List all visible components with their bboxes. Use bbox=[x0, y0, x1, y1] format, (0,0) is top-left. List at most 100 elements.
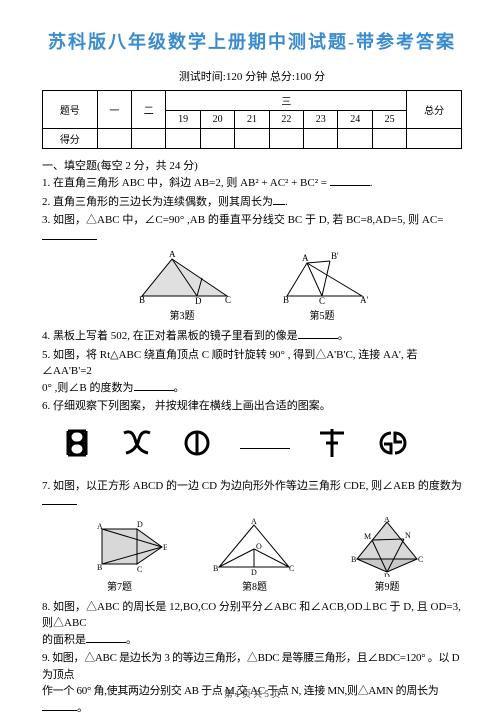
exam-meta: 测试时间:120 分钟 总分:100 分 bbox=[42, 68, 462, 84]
cell bbox=[407, 129, 462, 149]
fig7-icon: A D B C E bbox=[72, 517, 167, 577]
question-8: 8. 如图，△ABC 的周长是 12,BO,CO 分别平分∠ABC 和∠ACB,… bbox=[42, 599, 462, 649]
q4-blank[interactable] bbox=[298, 328, 338, 339]
q4-text: 4. 黑板上写着 502, 在正对着黑板的镜子里看到的像是 bbox=[42, 330, 298, 342]
q8-text-a: 8. 如图，△ABC 的周长是 12,BO,CO 分别平分∠ABC 和∠ACB,… bbox=[42, 601, 461, 630]
svg-text:D: D bbox=[195, 296, 202, 306]
figure-5: B C A' A B' 第5题 bbox=[267, 251, 377, 322]
svg-text:B: B bbox=[351, 555, 356, 564]
triangle-fig3-icon: B C A D bbox=[127, 251, 237, 306]
fig7-caption: 第7题 bbox=[72, 578, 167, 593]
q9-blank[interactable] bbox=[42, 700, 77, 711]
page-title: 苏科版八年级数学上册期中测试题-带参考答案 bbox=[42, 28, 462, 54]
fig8-icon: A B C O D bbox=[207, 517, 302, 577]
fig5-caption: 第5题 bbox=[267, 307, 377, 322]
cell bbox=[235, 129, 269, 149]
triangle-fig5-icon: B C A' A B' bbox=[267, 251, 377, 306]
q7-blank[interactable] bbox=[42, 494, 77, 505]
svg-text:B: B bbox=[139, 295, 145, 305]
cell bbox=[200, 129, 234, 149]
q1-blank[interactable] bbox=[330, 175, 370, 186]
svg-text:A: A bbox=[302, 253, 309, 263]
fig8-caption: 第8题 bbox=[207, 578, 302, 593]
q2-blank[interactable] bbox=[273, 194, 285, 205]
sub-24: 24 bbox=[338, 111, 372, 129]
svg-text:C: C bbox=[418, 555, 423, 564]
svg-text:A: A bbox=[384, 517, 390, 524]
q5b-tail: 。 bbox=[174, 382, 185, 394]
question-7: 7. 如图，以正方形 ABCD 的一边 CD 为边向形外作等边三角形 CDE, … bbox=[42, 478, 462, 511]
cell bbox=[269, 129, 303, 149]
cell bbox=[97, 129, 131, 149]
row-defen: 得分 bbox=[43, 129, 98, 149]
question-4: 4. 黑板上写着 502, 在正对着黑板的镜子里看到的像是。 bbox=[42, 328, 462, 345]
symbol-row bbox=[42, 427, 462, 464]
question-6: 6. 仔细观察下列图案， 并按规律在横线上画出合适的图案。 bbox=[42, 398, 462, 415]
q7-text: 7. 如图，以正方形 ABCD 的一边 CD 为边向形外作等边三角形 CDE, … bbox=[42, 480, 462, 492]
q6-blank[interactable] bbox=[240, 438, 290, 452]
cell bbox=[166, 129, 200, 149]
q1-tail: . bbox=[370, 177, 373, 189]
cell bbox=[338, 129, 372, 149]
svg-text:A: A bbox=[169, 251, 176, 259]
sub-20: 20 bbox=[200, 111, 234, 129]
svg-text:E: E bbox=[163, 543, 167, 552]
question-2: 2. 直角三角形的三边长为连续偶数，则其周长为. bbox=[42, 194, 462, 211]
fig3-caption: 第3题 bbox=[127, 307, 237, 322]
sub-23: 23 bbox=[304, 111, 338, 129]
hdr-tihao: 题号 bbox=[43, 91, 98, 129]
q8-text-b: 的面积是 bbox=[42, 634, 86, 646]
q3-text: 3. 如图，△ABC 中，∠C=90° ,AB 的垂直平分线交 BC 于 D, … bbox=[42, 214, 443, 226]
figure-7: A D B C E 第7题 bbox=[72, 517, 167, 593]
symbol-3 bbox=[182, 429, 212, 462]
svg-text:O: O bbox=[256, 542, 262, 551]
symbol-6 bbox=[374, 429, 412, 462]
q2-text: 2. 直角三角形的三边长为连续偶数，则其周长为 bbox=[42, 196, 273, 208]
sub-19: 19 bbox=[166, 111, 200, 129]
q8-blank[interactable] bbox=[86, 632, 126, 643]
svg-text:N: N bbox=[405, 531, 411, 540]
cell bbox=[132, 129, 166, 149]
section-1-title: 一、填空题(每空 2 分，共 24 分) bbox=[42, 157, 462, 173]
question-9: 9. 如图，△ABC 是边长为 3 的等边三角形，△BDC 是等腰三角形，且∠B… bbox=[42, 650, 462, 716]
hdr-1: 一 bbox=[97, 91, 131, 129]
sub-21: 21 bbox=[235, 111, 269, 129]
fig9-caption: 第9题 bbox=[342, 578, 432, 593]
svg-text:B: B bbox=[283, 295, 289, 305]
hdr-total: 总分 bbox=[407, 91, 462, 129]
figure-row-2: A D B C E 第7题 A B C O D 第8题 A B bbox=[42, 517, 462, 593]
symbol-5 bbox=[318, 427, 346, 464]
score-table: 题号 一 二 三 总分 19 20 21 22 23 24 25 得分 bbox=[42, 90, 462, 149]
cell bbox=[304, 129, 338, 149]
q3-blank[interactable] bbox=[42, 229, 97, 240]
q5-blank[interactable] bbox=[134, 380, 174, 391]
cell bbox=[372, 129, 406, 149]
svg-text:A: A bbox=[97, 522, 103, 531]
svg-text:B: B bbox=[213, 564, 218, 573]
hdr-2: 二 bbox=[132, 91, 166, 129]
svg-text:D: D bbox=[251, 568, 257, 577]
symbol-1 bbox=[62, 429, 92, 462]
svg-text:C: C bbox=[289, 564, 294, 573]
question-1: 1. 在直角三角形 ABC 中，斜边 AB=2, 则 AB² + AC² + B… bbox=[42, 175, 462, 192]
q8b-tail: 。 bbox=[126, 634, 137, 646]
sub-22: 22 bbox=[269, 111, 303, 129]
figure-row-1: B C A D 第3题 B C A' A B' 第5题 bbox=[42, 251, 462, 322]
q9-text-a: 9. 如图，△ABC 是边长为 3 的等边三角形，△BDC 是等腰三角形，且∠B… bbox=[42, 652, 459, 681]
question-5: 5. 如图，将 Rt△ABC 绕直角顶点 C 顺时针旋转 90° , 得到△A'… bbox=[42, 347, 462, 397]
svg-text:D: D bbox=[384, 572, 390, 577]
symbol-2 bbox=[120, 429, 154, 462]
fig9-icon: A B C D M N bbox=[342, 517, 432, 577]
question-3: 3. 如图，△ABC 中，∠C=90° ,AB 的垂直平分线交 BC 于 D, … bbox=[42, 212, 462, 245]
svg-text:A: A bbox=[251, 517, 257, 526]
figure-9: A B C D M N 第9题 bbox=[342, 517, 432, 593]
svg-text:M: M bbox=[364, 532, 371, 541]
figure-3: B C A D 第3题 bbox=[127, 251, 237, 322]
svg-text:C: C bbox=[225, 295, 231, 305]
hdr-3: 三 bbox=[166, 91, 407, 111]
q6-text: 6. 仔细观察下列图案， 并按规律在横线上画出合适的图案。 bbox=[42, 400, 331, 412]
figure-8: A B C O D 第8题 bbox=[207, 517, 302, 593]
svg-text:C: C bbox=[319, 296, 325, 306]
q5-text-a: 5. 如图，将 Rt△ABC 绕直角顶点 C 顺时针旋转 90° , 得到△A'… bbox=[42, 349, 417, 378]
sub-25: 25 bbox=[372, 111, 406, 129]
